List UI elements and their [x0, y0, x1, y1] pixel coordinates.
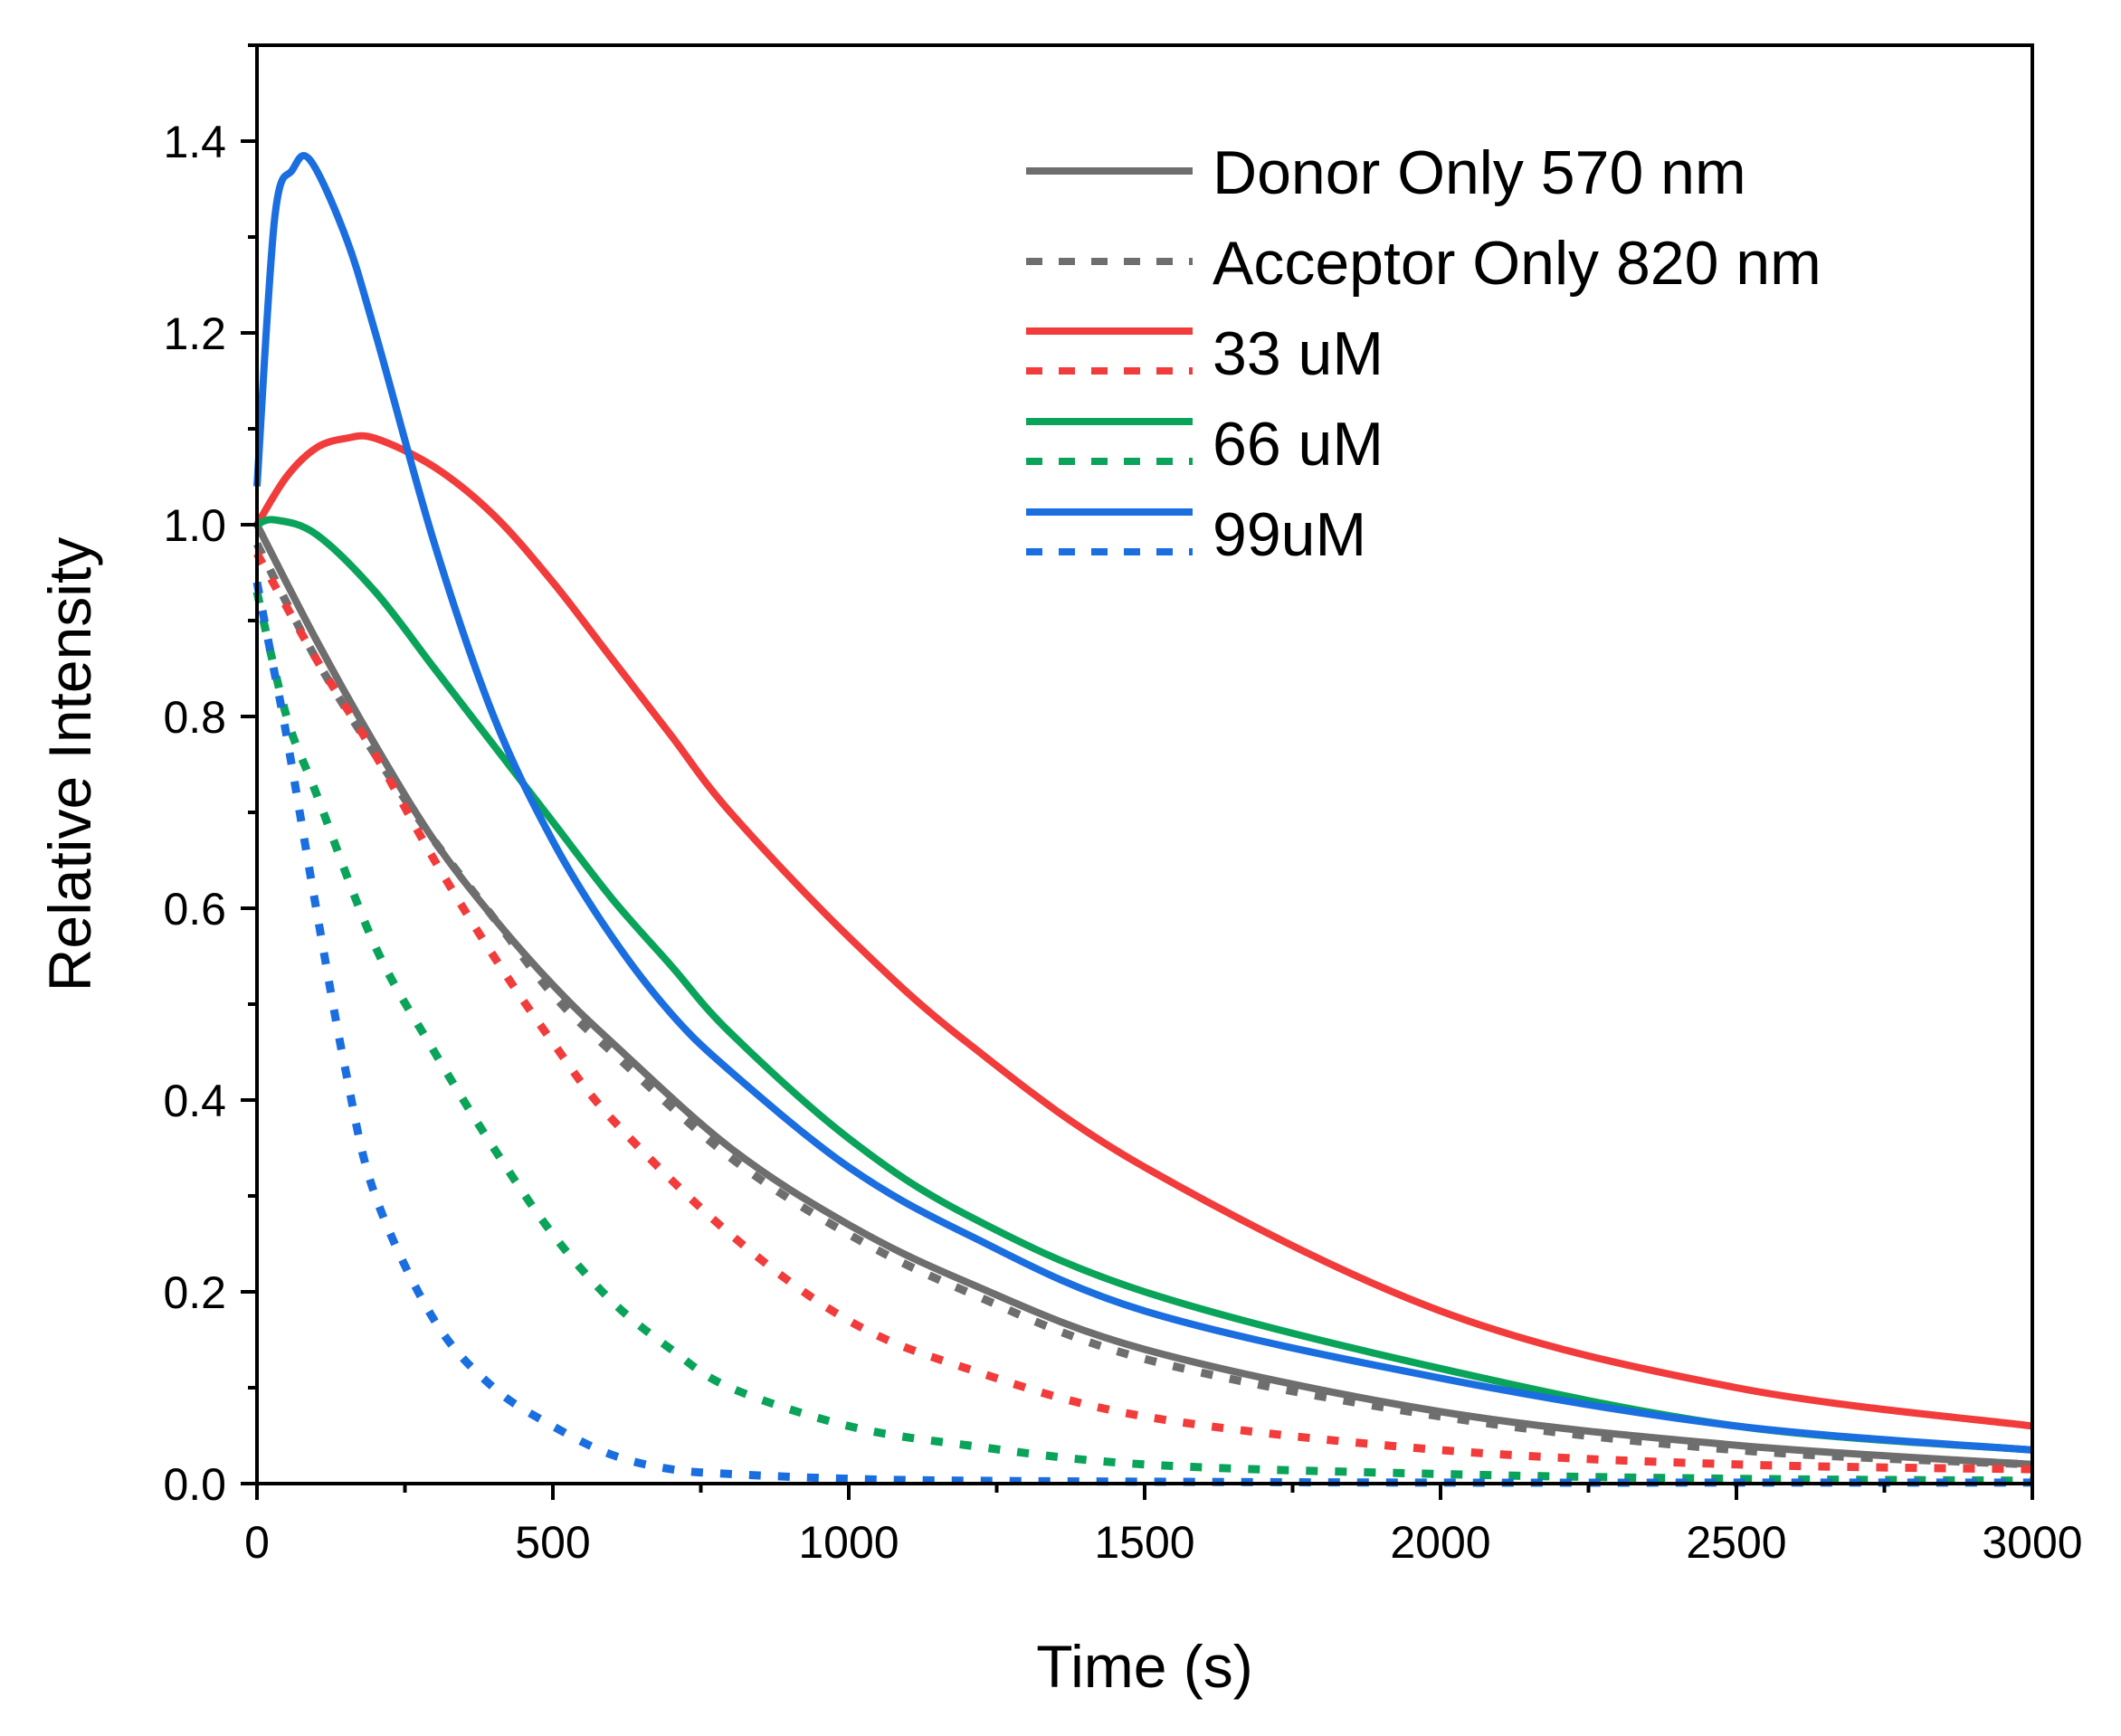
y-tick-label: 0.8	[163, 692, 226, 743]
y-tick-label: 1.4	[163, 117, 226, 167]
y-tick-label: 0.4	[163, 1076, 226, 1126]
x-tick-label: 1000	[798, 1517, 899, 1568]
y-axis-title: Relative Intensity	[36, 537, 103, 992]
legend: Donor Only 570 nm Acceptor Only 820 nm 33 …	[1026, 138, 1821, 569]
y-tick-label: 0.6	[163, 884, 226, 934]
series-line-33-um-570-nm	[253, 432, 2033, 1430]
y-tick-label: 0.0	[163, 1459, 226, 1510]
legend-item-99um: 99uM	[1026, 500, 1366, 569]
y-tick-label: 1.0	[163, 500, 226, 551]
series-line-donor-only-570-nm	[253, 523, 2033, 1468]
x-tick-label: 0	[244, 1517, 270, 1568]
series-layer	[252, 152, 2033, 1487]
legend-item-33-um: 33 uM	[1026, 319, 1384, 388]
legend-item-donor-only-570-nm: Donor Only 570 nm	[1026, 138, 1746, 207]
x-tick-label: 3000	[1982, 1517, 2082, 1568]
legend-label: 66 uM	[1213, 410, 1384, 479]
x-tick-label: 2000	[1390, 1517, 1490, 1568]
legend-label: Donor Only 570 nm	[1213, 138, 1746, 207]
series-line-acceptor-only-820-nm	[252, 542, 2033, 1469]
legend-label: Acceptor Only 820 nm	[1213, 229, 1821, 298]
x-tick-label: 500	[515, 1517, 590, 1568]
y-tick-label: 1.2	[163, 308, 226, 359]
x-axis-title: Time (s)	[1036, 1633, 1253, 1700]
x-tick-label: 2500	[1686, 1517, 1786, 1568]
legend-item-66-um: 66 uM	[1026, 410, 1384, 479]
legend-item-acceptor-only-820-nm: Acceptor Only 820 nm	[1026, 229, 1821, 298]
legend-label: 99uM	[1213, 500, 1366, 569]
series-line-66-um-570-nm	[255, 516, 2033, 1454]
series-line-99um-570-nm	[253, 152, 2033, 1454]
series-line-99um-820-nm	[252, 581, 2032, 1487]
x-tick-label: 1500	[1094, 1517, 1194, 1568]
axes-layer: 0 500 1000 1500 2000 2500 3000 0.0 0.2 0.4 0.6 0.8 1…	[163, 43, 2083, 1568]
y-tick-label: 0.2	[163, 1267, 226, 1318]
legend-label: 33 uM	[1213, 319, 1384, 388]
